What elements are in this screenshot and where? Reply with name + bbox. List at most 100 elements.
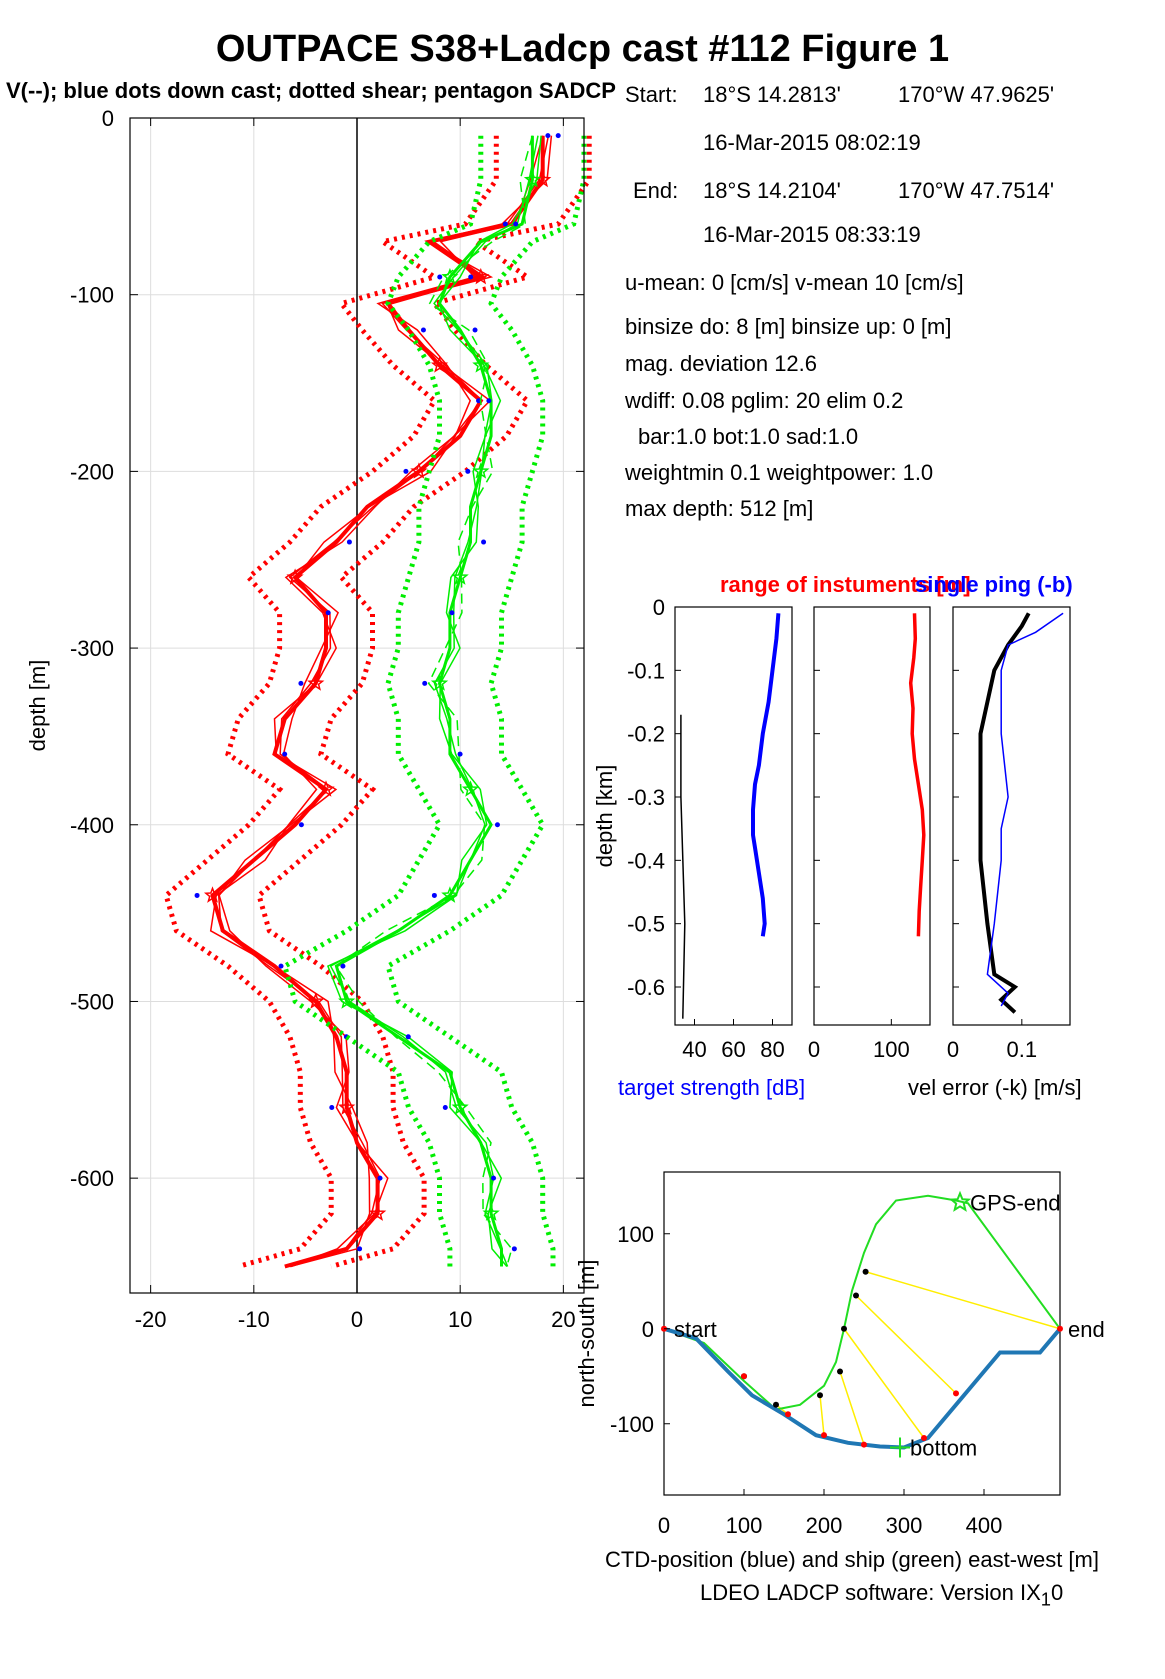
downcast-dot [357,1246,363,1252]
downcast-dot [298,822,304,828]
v-sadcp-marker [451,568,469,585]
downcast-dot [278,963,284,969]
start-label: start [674,1317,717,1342]
downcast-dot [340,963,346,969]
downcast-dot [476,398,482,404]
x-tick-label: 20 [551,1307,575,1332]
ship-position-dot [817,1392,823,1399]
y-tick-label: -0.5 [627,912,665,937]
downcast-dot [377,1175,383,1181]
downcast-dot [298,680,304,686]
ship-position-dot [862,1268,869,1275]
downcast-dot [282,751,288,757]
downcast-dot [545,133,551,139]
y-tick-label: -100 [610,1412,654,1437]
footer-sub: 1 [1040,1588,1051,1610]
gps-end-marker [948,1190,972,1212]
ship-position-dot [773,1401,779,1408]
ship-position-dot [853,1292,859,1299]
v-sadcp-marker [441,267,459,285]
end-label: End: [633,178,679,203]
downcast-dot [465,468,471,474]
y-axis-label: depth [m] [25,660,50,752]
end-time: 16-Mar-2015 08:33:19 [703,222,921,247]
x-tick-label: 0 [808,1037,820,1062]
y-tick-label: 0 [642,1317,654,1342]
u-profile-thin [218,135,553,1268]
end-label: end [1068,1317,1105,1342]
x-tick-label: -10 [238,1307,270,1332]
v-sadcp-marker [338,992,356,1009]
figure-title: OUTPACE S38+Ladcp cast #112 Figure 1 [215,28,950,70]
y-tick-label: -0.1 [627,658,665,683]
end-lon: 170°W 47.7514' [898,178,1055,203]
max-depth: max depth: 512 [m] [625,496,814,521]
u-shear-envelope-high [256,135,592,1269]
y-tick-label: -100 [70,283,114,308]
downcast-dot [422,680,428,686]
ctd-position-dot [785,1411,791,1418]
x-tick-label: 60 [721,1037,745,1062]
downcast-dot [457,751,463,757]
downcast-dot [329,1104,335,1110]
start-time: 16-Mar-2015 08:02:19 [703,130,921,155]
binsize: binsize do: 8 [m] binsize up: 0 [m] [625,314,952,339]
downcast-dot [513,221,519,227]
downcast-dot [486,398,492,404]
u-sadcp-marker [338,1098,356,1115]
downcast-dot [325,610,331,616]
ship-ctd-link [839,1371,865,1445]
nav-y-label: north-south [m] [574,1260,599,1408]
v-profile [334,135,534,1267]
u-profile-thin [217,135,550,1268]
v-shear-envelope-high [385,135,587,1267]
downcast-dot [481,539,487,545]
u-profile [210,135,545,1269]
range-title: range of instuments [m] [720,572,971,597]
end-lat: 18°S 14.2104' [703,178,841,203]
ctd-position-dot [1057,1325,1063,1332]
ctd-position-dot [821,1432,827,1439]
downcast-dot [420,327,426,333]
nav-x-label: CTD-position (blue) and ship (green) eas… [605,1547,1099,1572]
y-tick-label: -0.2 [627,722,665,747]
ctd-track [663,1326,1062,1450]
range-axes-box [813,606,931,1026]
downcast-dot [491,1175,497,1181]
vel-error-axes-box [952,606,1071,1026]
ship-ctd-link [855,1294,957,1394]
ship-position-dot [841,1325,847,1332]
vel-error-line [986,612,1064,1007]
y-tick-label: 0 [653,595,665,620]
downcast-dot [502,221,508,227]
x-tick-label: -20 [135,1307,167,1332]
downcast-dot [511,1246,517,1252]
wdiff: wdiff: 0.08 pglim: 20 elim 0.2 [625,388,904,413]
downcast-dot [468,274,474,280]
downcast-dot [405,1034,411,1040]
ctd-position-dot [953,1390,959,1397]
gps-end-label: GPS-end [970,1190,1061,1215]
x-tick-label: 200 [806,1513,843,1538]
downcast-dot [442,1104,448,1110]
y-tick-label: -500 [70,989,114,1014]
y-tick-label: 100 [617,1222,654,1247]
bar-weights: bar:1.0 bot:1.0 sad:1.0 [638,424,859,449]
v-sadcp-marker [472,462,490,479]
y-tick-label: -0.4 [627,848,665,873]
x-tick-label: 0.1 [1007,1037,1038,1062]
downcast-dot [494,822,500,828]
ship-track [663,1194,1061,1411]
u-sadcp-marker [472,267,490,285]
downcast-dot [437,274,443,280]
u-sadcp-marker [430,356,449,373]
ship-ctd-link [865,1271,1061,1330]
u-sadcp-marker [410,462,428,479]
ctd-position-dot [741,1373,747,1380]
downcast-dot [431,892,437,898]
depth-km-label: depth [km] [592,765,617,868]
x-tick-label: 0 [947,1037,959,1062]
v-sadcp-marker [482,1204,500,1221]
mag-deviation: mag. deviation 12.6 [625,351,818,376]
